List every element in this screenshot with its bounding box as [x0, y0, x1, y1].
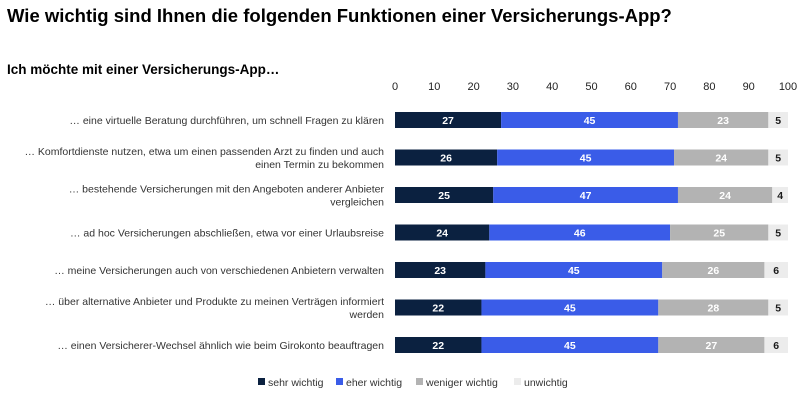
bar-segment [481, 337, 659, 353]
x-tick-label: 0 [392, 81, 398, 93]
category-label: vergleichen [330, 197, 384, 209]
data-label: 4 [777, 190, 783, 202]
x-tick-label: 90 [743, 81, 755, 93]
data-label: 45 [580, 153, 592, 165]
bar-segment [395, 299, 482, 316]
data-label: 24 [719, 190, 731, 202]
bar-segment [493, 187, 678, 203]
bar-segment [501, 112, 678, 128]
data-label: 23 [717, 115, 729, 127]
data-label: 45 [584, 115, 596, 127]
bar-segment [489, 224, 671, 241]
bar-segment [677, 187, 773, 203]
data-label: 28 [707, 303, 719, 315]
legend-swatch [336, 378, 343, 385]
data-label: 5 [775, 303, 781, 315]
bar-segment [768, 112, 788, 128]
x-tick-label: 50 [585, 81, 597, 93]
x-tick-label: 20 [467, 81, 479, 93]
data-label: 25 [713, 228, 725, 240]
x-tick-label: 80 [703, 81, 715, 93]
legend-label: unwichtig [524, 377, 568, 389]
data-label: 24 [715, 153, 727, 165]
data-label: 26 [707, 265, 719, 277]
category-label: … ad hoc Versicherungen abschließen, etw… [70, 228, 384, 240]
category-label: … Komfortdienste nutzen, etwa um einen p… [24, 146, 384, 158]
bar-segment [674, 149, 769, 166]
legend-swatch [258, 378, 265, 385]
data-label: 5 [775, 228, 781, 240]
data-label: 45 [568, 265, 580, 277]
data-label: 24 [436, 228, 448, 240]
data-label: 27 [442, 115, 454, 127]
x-tick-label: 60 [625, 81, 637, 93]
bar-segment [395, 224, 490, 241]
x-tick-label: 100 [779, 81, 797, 93]
bar-segment [764, 337, 788, 353]
data-label: 5 [775, 115, 781, 127]
bar-segment [395, 337, 482, 353]
legend-swatch [514, 378, 521, 385]
bar-segment [670, 224, 769, 241]
data-label: 47 [580, 190, 592, 202]
bar-segment [395, 112, 502, 128]
x-axis-ticks: 0 10 20 30 40 50 60 70 80 90 100 [392, 81, 797, 93]
data-label: 46 [574, 228, 586, 240]
bars: 27 45 23 5 26 45 24 5 25 47 24 4 24 46 25 5 23 45 26 6 22 45 2… [395, 112, 788, 353]
data-label: 26 [440, 153, 452, 165]
chart-subtitle: Ich möchte mit einer Versicherungs-App… [7, 62, 280, 77]
x-tick-label: 30 [507, 81, 519, 93]
bar-segment [481, 299, 659, 316]
legend: sehr wichtig eher wichtig weniger wichtig u… [258, 377, 568, 389]
data-label: 22 [432, 340, 444, 352]
bar-segment [764, 262, 788, 278]
category-label: … über alternative Anbieter und Produkte… [45, 296, 384, 308]
bar-segment [662, 262, 765, 278]
bar-segment [395, 262, 486, 278]
data-label: 27 [706, 340, 718, 352]
x-tick-label: 40 [546, 81, 558, 93]
bar-segment [485, 262, 663, 278]
chart-title: Wie wichtig sind Ihnen die folgenden Fun… [7, 5, 672, 26]
category-label: … meine Versicherungen auch von verschie… [54, 265, 384, 277]
legend-label: sehr wichtig [268, 377, 324, 389]
bar-segment [395, 187, 494, 203]
data-label: 6 [773, 340, 779, 352]
data-label: 45 [564, 303, 576, 315]
data-label: 6 [773, 265, 779, 277]
category-label: einen Termin zu bekommen [255, 159, 384, 171]
bar-segment [772, 187, 788, 203]
data-label: 25 [438, 190, 450, 202]
category-labels: … eine virtuelle Beratung durchführen, u… [24, 115, 384, 352]
data-label: 23 [434, 265, 446, 277]
bar-segment [658, 337, 765, 353]
bar-segment [677, 112, 769, 128]
x-tick-label: 70 [664, 81, 676, 93]
bar-segment [768, 149, 788, 166]
category-label: … einen Versicherer-Wechsel ähnlich wie … [57, 340, 384, 352]
x-tick-label: 10 [428, 81, 440, 93]
bar-segment [768, 299, 788, 316]
data-label: 5 [775, 153, 781, 165]
data-label: 22 [432, 303, 444, 315]
category-label: … bestehende Versicherungen mit den Ange… [69, 184, 385, 196]
legend-label: eher wichtig [346, 377, 402, 389]
bar-segment [395, 149, 498, 166]
bar-segment [768, 224, 788, 241]
category-label: werden [349, 309, 385, 321]
bar-segment [497, 149, 675, 166]
bar-segment [658, 299, 769, 316]
category-label: … eine virtuelle Beratung durchführen, u… [69, 115, 384, 127]
legend-swatch [416, 378, 423, 385]
legend-label: weniger wichtig [425, 377, 498, 389]
data-label: 45 [564, 340, 576, 352]
